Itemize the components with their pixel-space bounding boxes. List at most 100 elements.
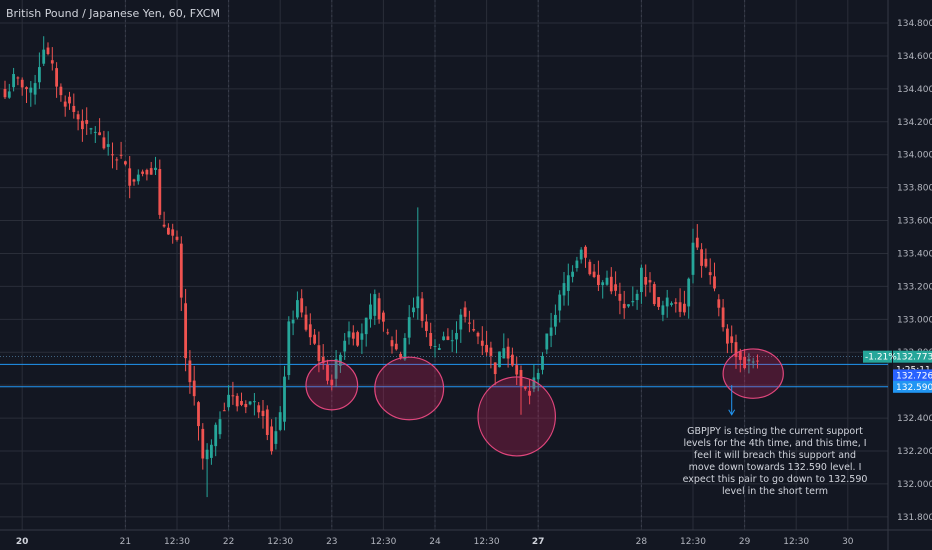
y-tick-label: 134.800 — [897, 19, 932, 29]
candle-body — [179, 243, 183, 298]
support-test-circle — [374, 356, 445, 421]
x-tick-label: 12:30 — [783, 537, 809, 547]
candle-body — [584, 246, 587, 258]
candle-body — [489, 347, 493, 356]
candle-body — [683, 303, 686, 313]
candle-body — [321, 356, 325, 364]
candle-body — [214, 424, 218, 447]
candle-body — [657, 297, 660, 307]
x-tick-label: 21 — [120, 537, 131, 547]
candle-body — [713, 276, 716, 289]
candle-body — [511, 354, 514, 366]
candle-body — [472, 329, 476, 331]
candle-body — [601, 282, 605, 286]
candle-body — [450, 340, 454, 342]
candle-body — [674, 302, 678, 304]
candle-body — [29, 87, 33, 93]
candle-body — [708, 272, 712, 276]
support-test-circle — [305, 359, 359, 411]
candle-body — [670, 303, 673, 305]
support-test-circle — [722, 348, 784, 399]
y-tick-label: 134.600 — [897, 52, 932, 62]
candle-body — [55, 68, 58, 87]
candle-body — [554, 314, 557, 327]
candle-body — [665, 297, 669, 307]
candle-body — [382, 312, 385, 322]
candle-body — [16, 77, 20, 79]
candle-body — [726, 328, 729, 344]
candle-body — [721, 307, 725, 328]
candle-body — [558, 294, 562, 311]
candle-body — [68, 96, 71, 104]
candle-body — [743, 356, 746, 369]
candle-body — [575, 260, 579, 269]
y-tick-label: 133.400 — [897, 249, 932, 259]
candle-body — [420, 298, 424, 321]
candle-body — [7, 91, 11, 98]
candle-body — [519, 370, 523, 386]
candle-body — [265, 409, 269, 435]
candle-body — [81, 120, 84, 130]
candle-body — [351, 332, 355, 339]
x-tick-label: 12:30 — [164, 537, 190, 547]
y-tick-label: 133.600 — [897, 217, 932, 227]
candle-body — [640, 267, 643, 293]
candle-body — [308, 324, 312, 338]
candle-body — [222, 410, 226, 412]
support-test-circle — [477, 376, 557, 457]
change-tag-value: -1.21% — [865, 353, 897, 363]
candle-body — [38, 67, 41, 83]
candle-body — [132, 179, 136, 182]
x-tick-label: 20 — [16, 537, 29, 547]
candle-body — [12, 74, 15, 88]
candle-body — [240, 401, 243, 405]
candle-body — [334, 359, 338, 379]
candle-body — [566, 275, 570, 291]
chart-title: British Pound / Japanese Yen, 60, FXCM — [6, 7, 220, 20]
candle-body — [364, 317, 368, 335]
candle-body — [257, 405, 261, 413]
candle-body — [63, 101, 67, 107]
candle-body — [244, 403, 248, 408]
y-tick-label: 131.800 — [897, 513, 932, 523]
price-tag-box — [893, 369, 932, 382]
candle-body — [463, 307, 467, 317]
candle-body — [50, 60, 54, 64]
candle-body — [614, 284, 617, 291]
candle-body — [231, 395, 235, 397]
candle-body — [192, 380, 196, 397]
candle-body — [167, 227, 170, 235]
candle-body — [412, 307, 415, 313]
candle-body — [102, 137, 106, 149]
candle-body — [339, 354, 342, 366]
projection-arrowhead — [728, 409, 736, 416]
candle-body — [536, 372, 540, 380]
candle-body — [541, 355, 544, 370]
candle-body — [498, 351, 501, 368]
candle-body — [562, 283, 566, 296]
candle-body — [480, 340, 484, 346]
candle-body — [515, 365, 519, 375]
change-tag-box — [863, 350, 892, 363]
candle-body — [756, 360, 759, 362]
candle-body — [197, 402, 200, 427]
candle-body — [468, 322, 471, 324]
analysis-annotation[interactable]: GBPJPY is testing the current support le… — [682, 426, 871, 497]
candle-body — [291, 319, 295, 324]
candle-body — [145, 169, 149, 175]
candle-body — [201, 428, 205, 459]
candle-body — [274, 431, 278, 444]
y-tick-label: 132.200 — [897, 447, 932, 457]
candle-body — [184, 303, 187, 359]
candle-body — [25, 87, 28, 90]
candle-body — [717, 299, 721, 308]
candle-body — [704, 258, 708, 267]
y-tick-label: 134.200 — [897, 118, 932, 128]
candle-body — [691, 242, 695, 275]
candle-body — [506, 346, 510, 359]
candle-body — [106, 144, 110, 147]
candle-body — [730, 336, 734, 343]
candle-body — [149, 168, 153, 175]
